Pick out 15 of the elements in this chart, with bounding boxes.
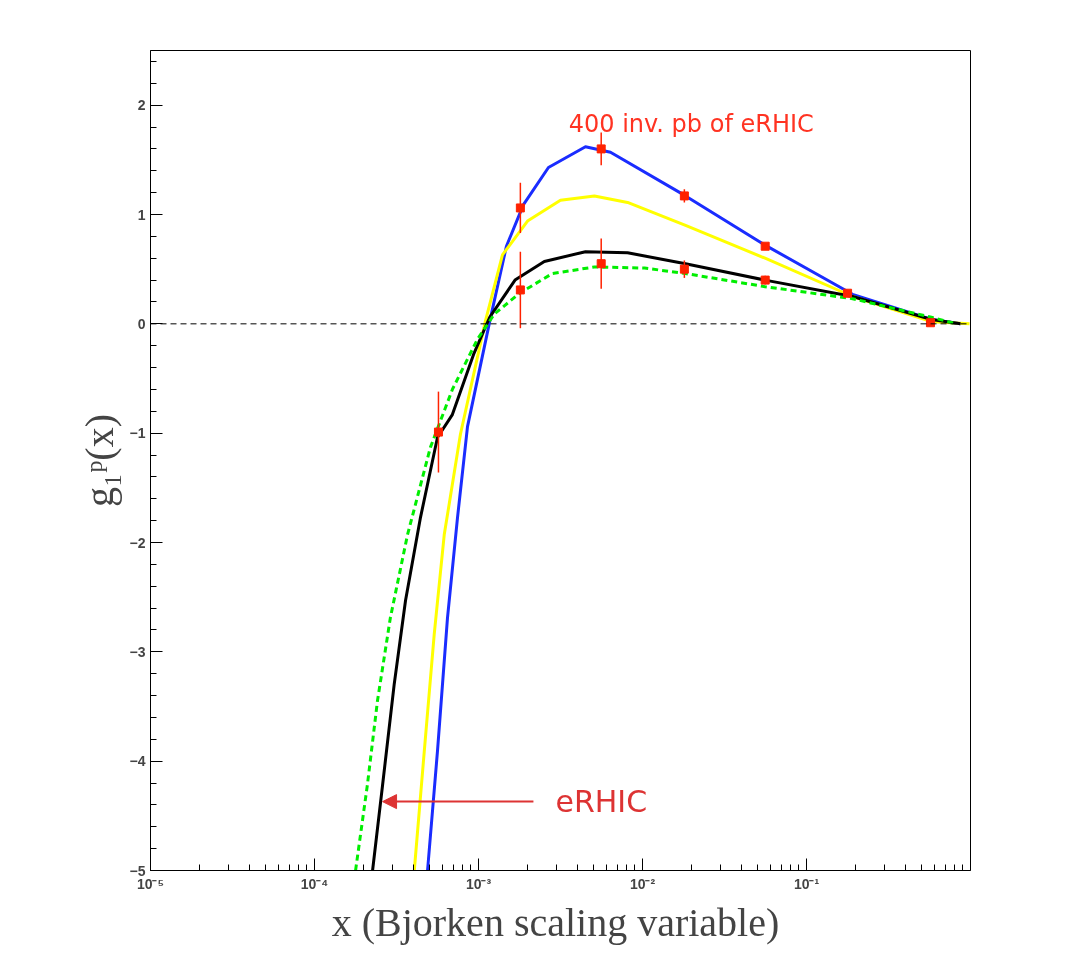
y-tick-label: −1 bbox=[129, 425, 146, 442]
y-axis-title: g₁ᵖ(x) bbox=[76, 413, 122, 508]
y-tick-label: −4 bbox=[129, 753, 146, 770]
x-axis-title: x (Bjorken scaling variable) bbox=[331, 899, 780, 945]
y-tick-label: −2 bbox=[129, 534, 146, 551]
y-tick-label: 2 bbox=[137, 97, 146, 114]
x-tick-label: 10⁻³ bbox=[465, 875, 492, 892]
y-tick-label: 1 bbox=[137, 206, 146, 223]
x-tick-label: 10⁻⁴ bbox=[300, 875, 329, 892]
y-tick-label: −3 bbox=[129, 643, 146, 660]
annotation: 400 inv. pb of eRHIC bbox=[568, 110, 814, 139]
y-tick-label: 0 bbox=[137, 315, 146, 332]
x-tick-label: 10⁻¹ bbox=[793, 875, 820, 892]
x-tick-label: 10⁻² bbox=[629, 875, 656, 892]
annotation: eRHIC bbox=[555, 784, 648, 820]
